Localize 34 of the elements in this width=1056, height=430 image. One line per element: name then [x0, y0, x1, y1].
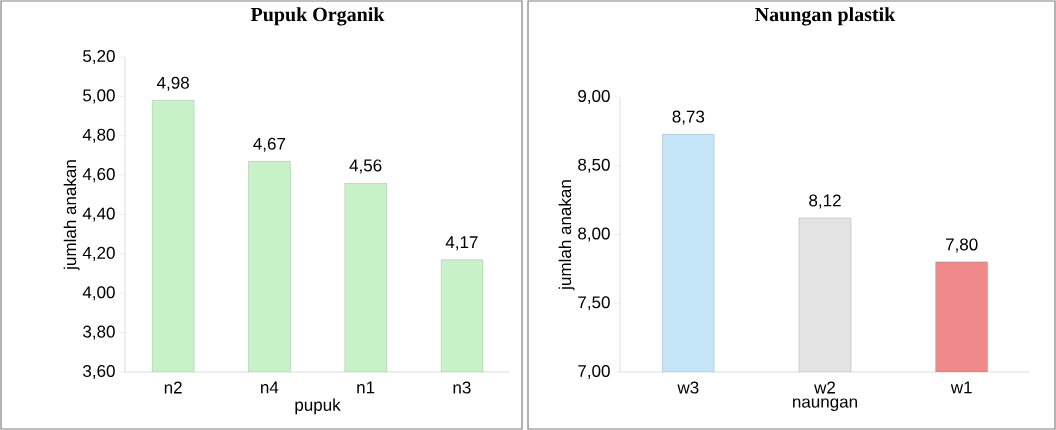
data-label: 7,80	[946, 238, 978, 253]
x-tick-label: n1	[357, 381, 375, 394]
data-label: 4,98	[156, 76, 189, 91]
y-tick-label: 9,00	[578, 89, 610, 105]
data-label: 4,67	[253, 137, 286, 152]
y-tick-label: 5,00	[83, 89, 115, 104]
y-tick-label: 4,20	[82, 246, 115, 261]
x-tick-label: n4	[261, 381, 279, 394]
x-axis-title: naungan	[793, 398, 857, 412]
x-tick-label: w3	[677, 381, 699, 394]
y-tick-label: 7,50	[578, 296, 610, 311]
y-tick-label: 5,20	[83, 49, 115, 65]
y-tick-label: 3,60	[83, 364, 115, 380]
data-label: 4,56	[349, 159, 382, 174]
data-label: 8,73	[672, 110, 705, 125]
x-tick-label: w1	[950, 381, 972, 394]
y-axis-title: jumlah anakan	[558, 180, 575, 291]
y-axis-title: jumlah anakan	[63, 160, 80, 271]
y-tick-label: 4,60	[82, 168, 115, 183]
data-label: 8,12	[809, 194, 841, 209]
x-axis-title: pupuk	[295, 398, 341, 415]
x-tick-label: n3	[453, 381, 471, 394]
y-tick-label: 8,00	[578, 227, 610, 242]
y-tick-label: 7,00	[578, 364, 610, 380]
chart-title: Pupuk Organik	[250, 7, 385, 26]
x-tick-label: n2	[164, 381, 182, 394]
y-tick-label: 8,50	[578, 158, 610, 173]
y-tick-label: 4,80	[82, 128, 115, 143]
y-tick-label: 4,00	[82, 286, 115, 301]
y-tick-label: 4,40	[82, 207, 115, 222]
chart-title: Naungan plastik	[755, 7, 896, 26]
data-label: 4,17	[445, 236, 478, 251]
y-tick-label: 3,80	[83, 325, 115, 340]
x-tick-label: w2	[814, 381, 835, 394]
